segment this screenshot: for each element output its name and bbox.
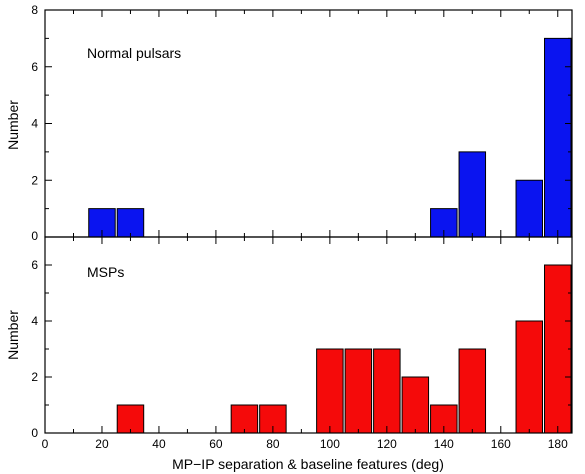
bar-msps-100 [316, 348, 344, 434]
panel-annotation: MSPs [87, 264, 124, 280]
bar-msps-180 [544, 264, 572, 434]
y-tick-label: 2 [31, 370, 38, 384]
x-tick-label: 0 [42, 437, 49, 451]
bar-msps-130 [401, 376, 430, 434]
bar-msps-30 [116, 404, 145, 434]
x-tick-label: 120 [377, 437, 397, 451]
y-tick-label: 0 [31, 229, 38, 243]
y-tick-label: 0 [31, 426, 38, 440]
bar-normal-pulsars-150 [458, 151, 487, 238]
y-tick-label: 6 [31, 60, 38, 74]
x-tick-label: 180 [548, 437, 568, 451]
x-tick-label: 60 [209, 437, 223, 451]
x-axis-label: MP−IP separation & baseline features (de… [172, 456, 444, 472]
y-tick-label: 4 [31, 117, 38, 131]
y-tick-label: 6 [31, 258, 38, 272]
top-panel-normal-pulsars: 0 2 4 6 8 Normal pulsars [31, 3, 573, 243]
y-tick-label: 4 [31, 314, 38, 328]
x-tick-label: 160 [491, 437, 511, 451]
plot-frame [44, 236, 573, 434]
panel-annotation: Normal pulsars [87, 45, 181, 61]
x-tick-label: 140 [434, 437, 454, 451]
axis-titles: Number Number MP−IP separation & baselin… [5, 100, 444, 472]
bar-msps-120 [373, 348, 401, 434]
x-tick-label: 80 [266, 437, 280, 451]
y-axis-label-bottom: Number [5, 310, 21, 360]
bar-normal-pulsars-180 [544, 37, 572, 238]
x-tick-label: 100 [320, 437, 340, 451]
bar-msps-110 [344, 348, 373, 434]
y-tick-label: 8 [31, 3, 38, 17]
y-axis-label-top: Number [5, 100, 21, 150]
bar-normal-pulsars-30 [116, 208, 145, 238]
bar-normal-pulsars-170 [515, 179, 544, 238]
x-tick-label: 40 [152, 437, 166, 451]
x-tick-label: 20 [95, 437, 109, 451]
bar-msps-150 [458, 348, 487, 434]
bar-msps-170 [515, 320, 544, 434]
y-tick-label: 2 [31, 173, 38, 187]
bar-msps-70 [230, 404, 259, 434]
